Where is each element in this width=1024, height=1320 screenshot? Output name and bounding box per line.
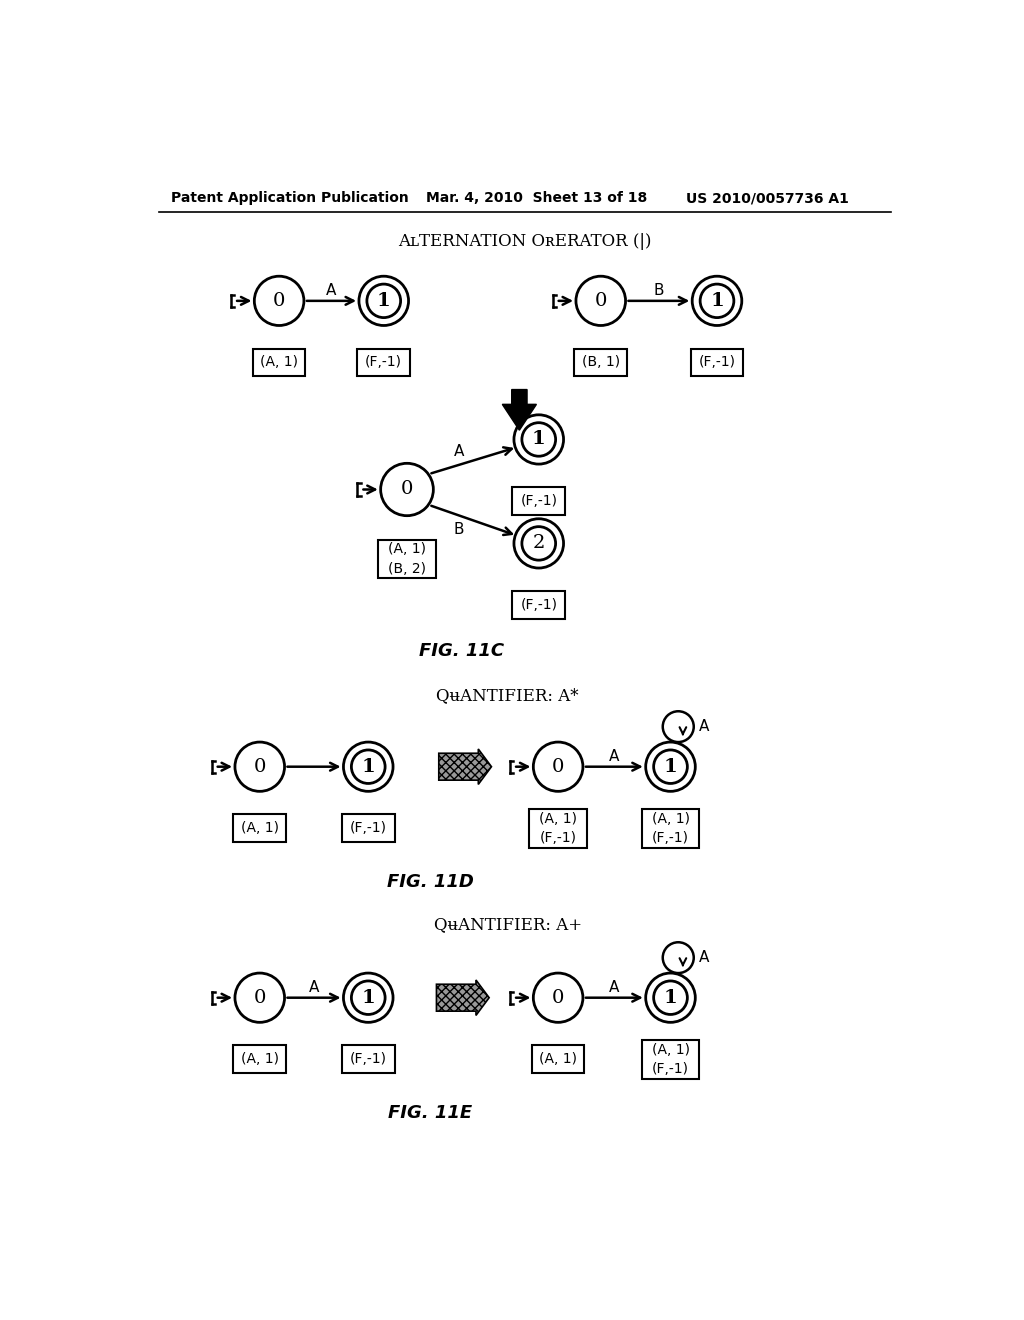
Text: US 2010/0057736 A1: US 2010/0057736 A1 (686, 191, 849, 206)
Text: (A, 1)
(F,-1): (A, 1) (F,-1) (651, 812, 689, 845)
Text: (F,-1): (F,-1) (698, 355, 735, 370)
Text: 0: 0 (254, 758, 266, 776)
Text: 1: 1 (531, 430, 546, 449)
Text: (A, 1)
(F,-1): (A, 1) (F,-1) (651, 1043, 689, 1076)
Text: (F,-1): (F,-1) (366, 355, 402, 370)
FancyBboxPatch shape (690, 348, 743, 376)
Text: 1: 1 (664, 989, 677, 1007)
Text: (F,-1): (F,-1) (520, 494, 557, 508)
Text: (F,-1): (F,-1) (350, 821, 387, 836)
Text: 0: 0 (595, 292, 607, 310)
FancyBboxPatch shape (253, 348, 305, 376)
FancyBboxPatch shape (529, 809, 587, 847)
Text: A: A (698, 719, 709, 734)
Text: 1: 1 (664, 758, 677, 776)
Text: 0: 0 (273, 292, 286, 310)
Circle shape (343, 973, 393, 1022)
Text: FIG. 11E: FIG. 11E (388, 1105, 472, 1122)
FancyBboxPatch shape (642, 1040, 699, 1078)
FancyBboxPatch shape (574, 348, 627, 376)
Text: FIG. 11D: FIG. 11D (387, 874, 474, 891)
Text: 1: 1 (361, 989, 375, 1007)
Text: 1: 1 (361, 758, 375, 776)
Circle shape (534, 973, 583, 1022)
Text: (A, 1): (A, 1) (539, 1052, 578, 1067)
Text: QʉANTIFIER: A+: QʉANTIFIER: A+ (434, 916, 582, 933)
Text: (A, 1): (A, 1) (260, 355, 298, 370)
Text: (B, 1): (B, 1) (582, 355, 620, 370)
Circle shape (234, 973, 285, 1022)
Polygon shape (436, 979, 489, 1015)
Circle shape (514, 519, 563, 568)
Text: A: A (454, 444, 464, 459)
Circle shape (381, 463, 433, 516)
FancyBboxPatch shape (378, 540, 435, 578)
Text: B: B (454, 521, 464, 537)
Text: 1: 1 (377, 292, 390, 310)
Text: (A, 1)
(F,-1): (A, 1) (F,-1) (539, 812, 578, 845)
Text: 1: 1 (710, 292, 724, 310)
Polygon shape (438, 748, 492, 784)
FancyBboxPatch shape (342, 814, 394, 842)
FancyBboxPatch shape (357, 348, 410, 376)
Text: Mar. 4, 2010  Sheet 13 of 18: Mar. 4, 2010 Sheet 13 of 18 (426, 191, 647, 206)
Text: (F,-1): (F,-1) (350, 1052, 387, 1067)
Circle shape (646, 742, 695, 792)
Text: B: B (653, 284, 665, 298)
Circle shape (343, 742, 393, 792)
Text: 0: 0 (400, 480, 414, 499)
Text: A: A (309, 981, 319, 995)
Text: (F,-1): (F,-1) (520, 598, 557, 612)
FancyBboxPatch shape (233, 814, 286, 842)
Circle shape (514, 414, 563, 465)
FancyBboxPatch shape (642, 809, 699, 847)
Circle shape (234, 742, 285, 792)
Text: (A, 1)
(B, 2): (A, 1) (B, 2) (388, 543, 426, 576)
Text: (A, 1): (A, 1) (241, 821, 279, 836)
FancyBboxPatch shape (512, 487, 565, 515)
Text: 0: 0 (552, 758, 564, 776)
Text: A: A (698, 950, 709, 965)
Text: 0: 0 (552, 989, 564, 1007)
Circle shape (254, 276, 304, 326)
FancyBboxPatch shape (342, 1045, 394, 1073)
Text: 2: 2 (532, 535, 545, 552)
Text: FIG. 11C: FIG. 11C (419, 643, 504, 660)
Text: A: A (327, 284, 337, 298)
Circle shape (359, 276, 409, 326)
Text: AʟTERNATION OʀERATOR (|): AʟTERNATION OʀERATOR (|) (398, 234, 651, 249)
Polygon shape (503, 389, 537, 430)
Text: 0: 0 (254, 989, 266, 1007)
FancyBboxPatch shape (531, 1045, 585, 1073)
Text: A: A (609, 981, 620, 995)
Text: A: A (609, 750, 620, 764)
FancyBboxPatch shape (233, 1045, 286, 1073)
FancyBboxPatch shape (512, 591, 565, 619)
Circle shape (575, 276, 626, 326)
Circle shape (534, 742, 583, 792)
Circle shape (646, 973, 695, 1022)
Text: Patent Application Publication: Patent Application Publication (171, 191, 409, 206)
Circle shape (692, 276, 741, 326)
Text: QʉANTIFIER: A*: QʉANTIFIER: A* (436, 688, 579, 705)
Text: (A, 1): (A, 1) (241, 1052, 279, 1067)
